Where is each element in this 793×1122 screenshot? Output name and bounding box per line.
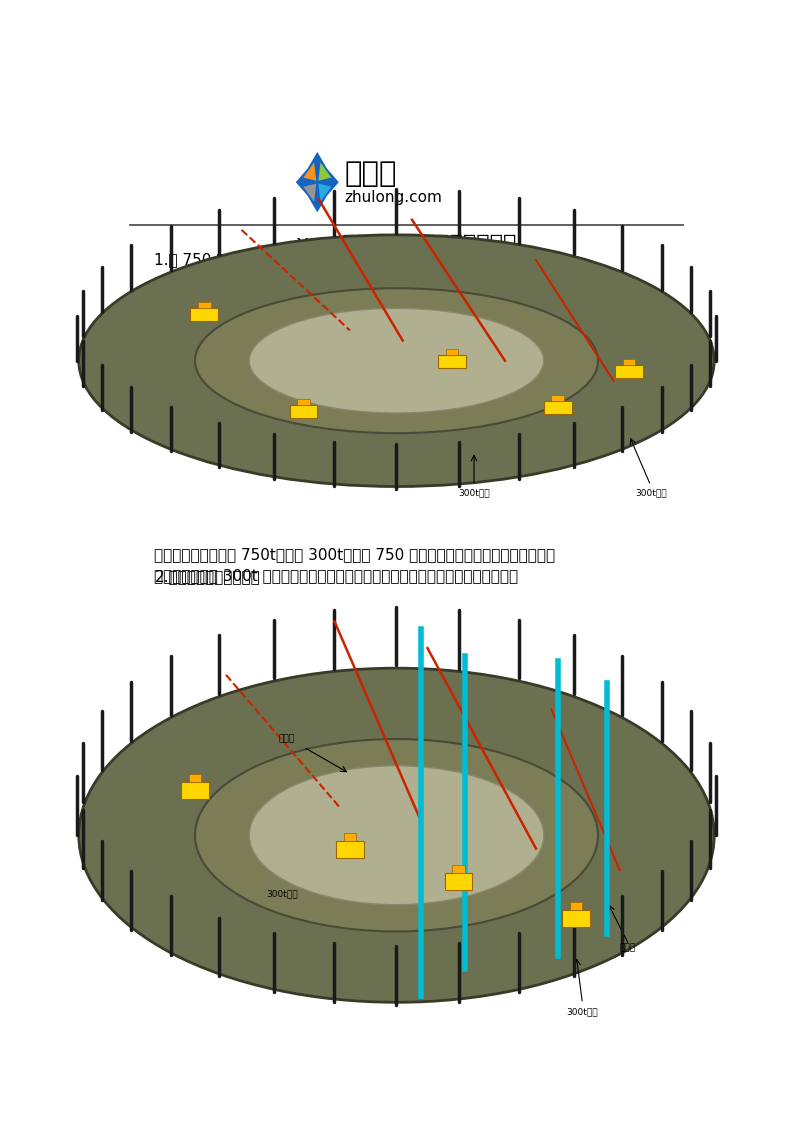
Text: 筑龍網: 筑龍網 (344, 159, 396, 187)
Bar (336, 840, 364, 858)
Bar (623, 359, 635, 365)
Ellipse shape (79, 234, 714, 487)
Text: zhulong.com: zhulong.com (344, 191, 442, 205)
Ellipse shape (195, 739, 598, 931)
Polygon shape (318, 163, 331, 181)
Ellipse shape (195, 288, 598, 433)
Bar (297, 399, 310, 405)
Text: 300t吊车: 300t吊车 (635, 488, 666, 497)
Ellipse shape (249, 765, 544, 904)
Bar (190, 309, 218, 321)
Bar (289, 405, 317, 419)
Text: 2.吸装径向桁架的胎架柱: 2.吸装径向桁架的胎架柱 (155, 570, 260, 585)
Bar (570, 902, 583, 910)
Polygon shape (318, 184, 331, 202)
Bar (439, 355, 466, 368)
Bar (446, 349, 458, 355)
Polygon shape (303, 184, 316, 202)
Bar (544, 401, 572, 414)
Text: 1.用 750 吸吸车吸起脊桁架第一分段（重量 75 吨）：: 1.用 750 吸吸车吸起脊桁架第一分段（重量 75 吨）： (155, 252, 410, 267)
Text: 300t吊车: 300t吊车 (567, 1008, 598, 1017)
Text: 300t吊车: 300t吊车 (266, 890, 298, 899)
Bar (562, 910, 590, 928)
Polygon shape (296, 151, 339, 212)
Bar (615, 365, 643, 378)
Bar (445, 873, 473, 890)
Text: 上弦杆: 上弦杆 (278, 735, 295, 744)
Bar (198, 302, 210, 309)
Bar (551, 395, 564, 401)
Bar (452, 865, 465, 873)
Ellipse shape (79, 669, 714, 1002)
Text: 300t吊车: 300t吊车 (458, 488, 490, 497)
Text: 胎架柱: 胎架柱 (619, 944, 636, 953)
Bar (344, 833, 356, 840)
Bar (181, 782, 209, 799)
Text: 说明：吸车选用两台 750t、四台 300t，两台 750 吨吸车在外围吸装脊桁架（由中间开: 说明：吸车选用两台 750t、四台 300t，两台 750 吨吸车在外围吸装脊桁… (155, 548, 556, 562)
Bar (189, 774, 201, 782)
Text: 始吸起）；四台 300t 按一侧两台布置如图，用来吸装径向桁架、桁架间弦杆及胎架。: 始吸起）；四台 300t 按一侧两台布置如图，用来吸装径向桁架、桁架间弦杆及胎架… (155, 569, 519, 583)
Polygon shape (303, 163, 316, 181)
Text: xxx 体育馆钉结构屋盖吸装流程图: xxx 体育馆钉结构屋盖吸装流程图 (297, 234, 516, 255)
Ellipse shape (249, 309, 544, 413)
